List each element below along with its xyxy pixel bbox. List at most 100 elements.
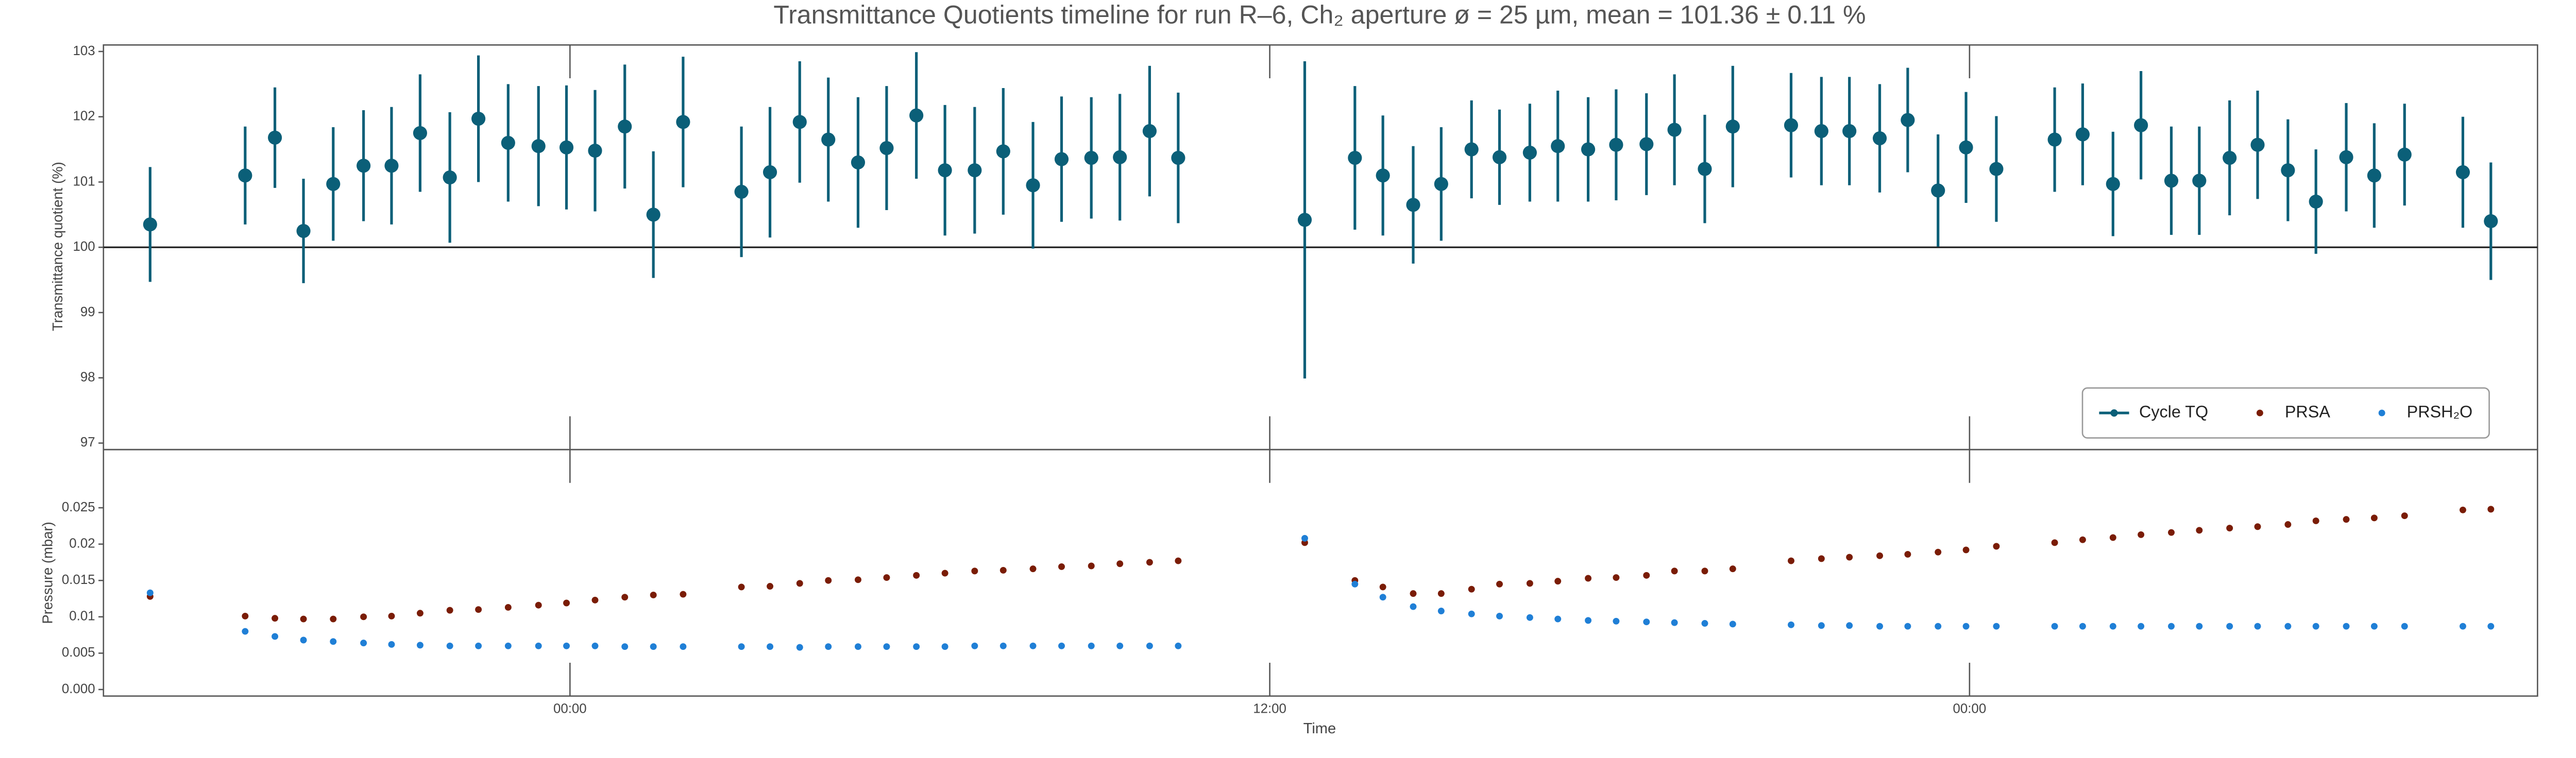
data-point bbox=[268, 130, 282, 145]
data-point bbox=[1989, 162, 2004, 176]
data-point bbox=[1434, 177, 1448, 191]
data-point bbox=[1526, 614, 1533, 621]
data-point bbox=[563, 599, 570, 607]
data-point bbox=[1554, 578, 1562, 585]
data-point bbox=[1701, 567, 1708, 575]
data-point bbox=[591, 642, 599, 649]
data-point bbox=[2109, 623, 2116, 630]
legend-item: Cycle TQ bbox=[2099, 403, 2208, 421]
data-point bbox=[1667, 123, 1682, 137]
data-point bbox=[1814, 124, 1828, 139]
data-point bbox=[588, 144, 602, 158]
data-point bbox=[2343, 516, 2350, 523]
data-point bbox=[1876, 623, 1884, 630]
legend-swatch bbox=[2256, 409, 2263, 417]
data-point bbox=[1609, 137, 1623, 152]
data-point bbox=[999, 566, 1007, 574]
data-point bbox=[941, 570, 948, 577]
data-point bbox=[2397, 147, 2412, 162]
data-point bbox=[242, 628, 249, 635]
data-point bbox=[851, 155, 866, 170]
data-point bbox=[821, 132, 836, 147]
data-point bbox=[1585, 617, 1592, 624]
data-point bbox=[1492, 150, 1507, 164]
data-point bbox=[680, 643, 687, 650]
y-tick-label: 0.02 bbox=[69, 536, 95, 550]
data-point bbox=[1376, 168, 1390, 183]
data-point bbox=[2459, 623, 2466, 630]
data-point bbox=[1639, 137, 1654, 151]
data-point bbox=[855, 576, 861, 583]
data-point bbox=[2370, 514, 2378, 522]
data-point bbox=[825, 643, 832, 650]
data-point bbox=[1993, 543, 2000, 550]
data-point bbox=[2487, 506, 2495, 513]
data-point bbox=[676, 115, 690, 129]
data-point bbox=[1784, 118, 1799, 132]
x-tick-label: 12:00 bbox=[1253, 701, 1286, 716]
legend-item: PRSA bbox=[2256, 403, 2330, 421]
data-point bbox=[296, 223, 311, 238]
data-point bbox=[734, 184, 749, 199]
data-point bbox=[2109, 534, 2116, 541]
data-point bbox=[1468, 610, 1475, 617]
data-point bbox=[2226, 623, 2233, 630]
y-tick-label: 0.015 bbox=[62, 573, 95, 587]
data-point bbox=[1171, 150, 1185, 165]
y-tick-label: 0.01 bbox=[69, 609, 95, 624]
data-point bbox=[2192, 174, 2207, 188]
y-tick-label: 0.025 bbox=[62, 500, 95, 514]
data-point bbox=[1818, 555, 1825, 562]
data-point bbox=[326, 177, 341, 191]
data-point bbox=[1671, 567, 1678, 575]
data-point bbox=[1175, 642, 1182, 649]
legend-label: PRSH₂O bbox=[2407, 403, 2473, 421]
data-point bbox=[2484, 214, 2498, 229]
legend-swatch bbox=[2110, 409, 2118, 417]
data-point bbox=[1613, 574, 1620, 581]
data-point bbox=[272, 633, 279, 640]
data-point bbox=[621, 643, 629, 650]
y-tick-label: 100 bbox=[73, 239, 95, 254]
data-point bbox=[2459, 506, 2466, 513]
data-point bbox=[475, 606, 482, 613]
data-point bbox=[1058, 563, 1065, 570]
data-point bbox=[1585, 575, 1592, 582]
data-point bbox=[2487, 623, 2495, 630]
x-tick-label: 00:00 bbox=[553, 701, 587, 716]
data-point bbox=[1468, 585, 1475, 593]
data-point bbox=[650, 591, 657, 598]
legend-label: PRSA bbox=[2285, 403, 2330, 421]
data-point bbox=[913, 572, 920, 579]
data-point bbox=[1297, 213, 1312, 227]
data-point bbox=[2196, 527, 2203, 534]
data-point bbox=[1379, 583, 1386, 591]
data-point bbox=[2339, 150, 2353, 164]
data-point bbox=[2164, 174, 2179, 188]
data-point bbox=[2367, 168, 2381, 183]
data-point bbox=[646, 208, 660, 222]
legend: Cycle TQ PRSA PRSH₂O bbox=[2081, 387, 2490, 439]
data-point bbox=[1464, 142, 1479, 157]
data-point bbox=[1846, 554, 1853, 561]
data-point bbox=[913, 643, 920, 650]
data-point bbox=[1904, 550, 1911, 558]
data-point bbox=[1729, 565, 1736, 573]
data-point bbox=[680, 591, 687, 598]
data-point bbox=[2250, 137, 2265, 152]
data-point bbox=[2401, 623, 2408, 630]
data-point bbox=[1522, 145, 1537, 160]
data-point bbox=[1146, 642, 1153, 649]
data-point bbox=[1701, 620, 1708, 627]
data-point bbox=[1410, 603, 1417, 610]
data-point bbox=[531, 139, 546, 153]
data-point bbox=[2312, 517, 2319, 524]
data-point bbox=[1058, 642, 1065, 649]
data-point bbox=[501, 135, 515, 150]
data-point bbox=[1901, 113, 1915, 127]
data-point bbox=[1962, 623, 1970, 630]
data-point bbox=[941, 643, 948, 650]
data-point bbox=[2051, 539, 2058, 546]
data-point bbox=[971, 642, 978, 649]
